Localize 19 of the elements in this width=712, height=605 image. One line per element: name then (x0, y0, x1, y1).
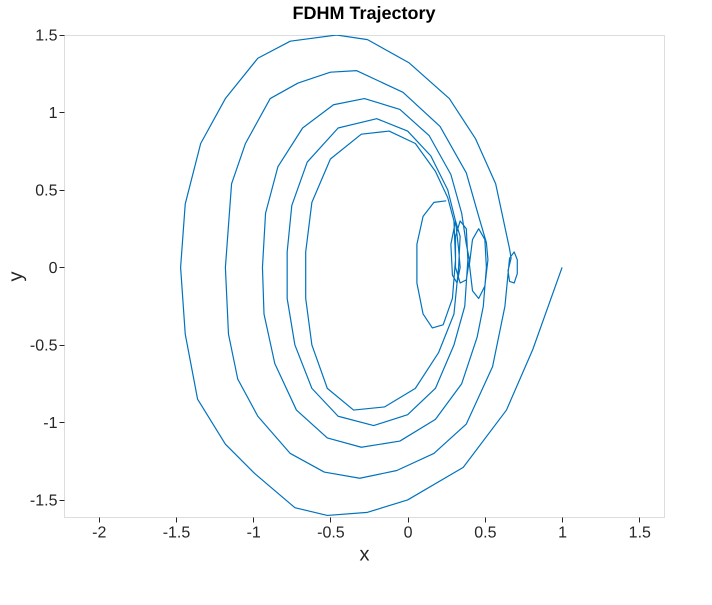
x-tick-label: 0.5 (474, 524, 497, 542)
y-tick-label: 0.5 (35, 182, 58, 200)
y-tick-label: -0.5 (30, 337, 58, 354)
y-tick-label: 1 (48, 104, 58, 122)
x-tick-label: 1.5 (628, 524, 652, 542)
x-tick-label: 0 (404, 524, 413, 542)
line-series (180, 35, 563, 516)
x-tick-label: -2 (92, 524, 106, 542)
x-axis-title: x (360, 544, 370, 566)
y-tick-label: -1.5 (30, 492, 58, 510)
x-tick-label: 1 (558, 524, 568, 542)
y-tick-label: 1.5 (35, 28, 58, 44)
x-tick-label: -1.5 (162, 524, 190, 542)
chart-title: FDHM Trajectory (292, 3, 436, 23)
y-tick-label: 0 (48, 260, 58, 277)
y-axis-title: y (4, 272, 27, 282)
x-tick-label: -0.5 (317, 524, 345, 542)
x-tick-label: -1 (246, 524, 261, 542)
y-tick-label: -1 (43, 414, 58, 432)
